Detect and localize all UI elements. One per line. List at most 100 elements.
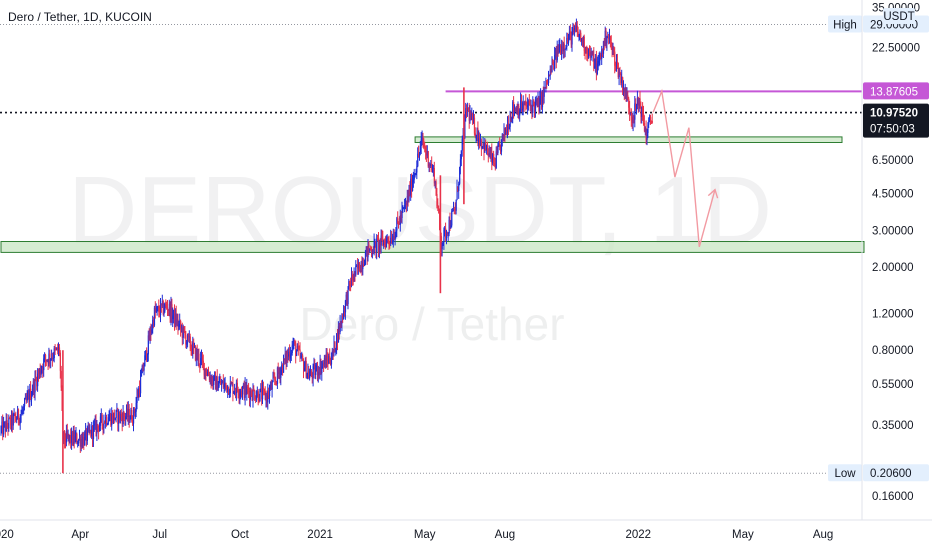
candle	[167, 300, 169, 316]
candle-body	[85, 429, 88, 441]
candle-body	[555, 49, 557, 55]
candle-body	[206, 374, 208, 376]
candle	[179, 313, 181, 330]
candle	[516, 103, 518, 115]
candle	[196, 344, 198, 361]
candle-body	[213, 376, 215, 385]
candle	[596, 56, 598, 76]
candle-body	[645, 128, 647, 140]
candle	[425, 145, 428, 162]
candle-body	[471, 113, 473, 120]
candle-body	[228, 393, 231, 395]
candle	[241, 386, 243, 398]
candle	[582, 35, 585, 48]
candle	[388, 235, 390, 250]
candle-body	[447, 233, 449, 235]
candle	[233, 390, 235, 394]
candle	[165, 299, 167, 309]
candle-body	[634, 103, 636, 120]
candle-body	[629, 113, 632, 114]
candle-body	[265, 395, 267, 400]
candle-body	[41, 367, 43, 371]
candle-body	[593, 54, 595, 69]
candle	[321, 361, 323, 381]
candle-body	[495, 151, 497, 168]
candle-body	[362, 264, 364, 270]
candle-body	[446, 232, 448, 239]
candle-body	[503, 127, 505, 136]
candle	[412, 174, 414, 192]
candle-body	[215, 375, 217, 390]
candle	[44, 352, 46, 363]
candle-body	[331, 350, 333, 360]
candle	[348, 279, 350, 290]
candle-body	[217, 386, 219, 391]
candle-body	[254, 391, 256, 400]
candle	[460, 150, 462, 166]
candle	[184, 326, 186, 339]
candle-body	[260, 388, 262, 390]
candle-body	[74, 435, 76, 442]
candle	[310, 369, 313, 377]
candle-body	[60, 370, 62, 388]
candle	[52, 352, 54, 362]
candle	[117, 407, 119, 432]
candle	[642, 102, 644, 121]
candle-body	[63, 431, 65, 441]
candle-body	[269, 389, 271, 396]
candle	[202, 354, 204, 371]
candle-body	[452, 211, 454, 212]
candle-body	[643, 123, 646, 132]
candle-body	[412, 179, 415, 182]
candle	[437, 198, 439, 212]
candle-body	[192, 342, 194, 355]
candle	[206, 367, 208, 376]
candle	[194, 345, 197, 362]
candle-body	[394, 236, 396, 240]
candle-body	[526, 105, 528, 108]
candle	[140, 369, 142, 397]
candle-body	[445, 228, 447, 239]
candle-body	[361, 262, 363, 270]
candle-body	[527, 105, 529, 108]
candle	[415, 168, 417, 176]
low-tag-text: Low	[834, 468, 856, 480]
candle	[550, 65, 552, 75]
candle-body	[180, 320, 182, 329]
y-tick-label: 22.50000	[872, 43, 920, 55]
candle-body	[564, 49, 566, 51]
candle-body	[248, 389, 250, 393]
candle-body	[500, 139, 503, 152]
candle	[45, 359, 47, 367]
candle	[209, 371, 211, 385]
candle	[480, 138, 483, 156]
candle	[419, 141, 421, 156]
candle-body	[386, 237, 388, 239]
candle-body	[114, 418, 116, 420]
candle-body	[651, 120, 653, 123]
candle-body	[215, 376, 217, 390]
candle	[244, 377, 246, 406]
candle	[555, 47, 557, 60]
candle-body	[102, 423, 104, 429]
candle-body	[342, 315, 344, 319]
last-price-badge-bg	[863, 103, 929, 138]
candle	[357, 258, 359, 275]
candle	[623, 87, 625, 101]
candle-body	[568, 39, 570, 43]
candle-body	[434, 181, 436, 184]
candle	[283, 358, 285, 365]
candle	[151, 324, 153, 336]
candle-body	[430, 163, 432, 166]
candle-body	[571, 32, 573, 45]
candle	[487, 148, 489, 163]
candle-body	[143, 366, 145, 371]
candle	[331, 347, 333, 360]
candle	[344, 306, 346, 317]
candle	[177, 313, 179, 335]
candle-body	[602, 41, 605, 54]
candle-body	[641, 106, 643, 117]
candle-body	[417, 153, 419, 167]
candle	[113, 409, 115, 424]
